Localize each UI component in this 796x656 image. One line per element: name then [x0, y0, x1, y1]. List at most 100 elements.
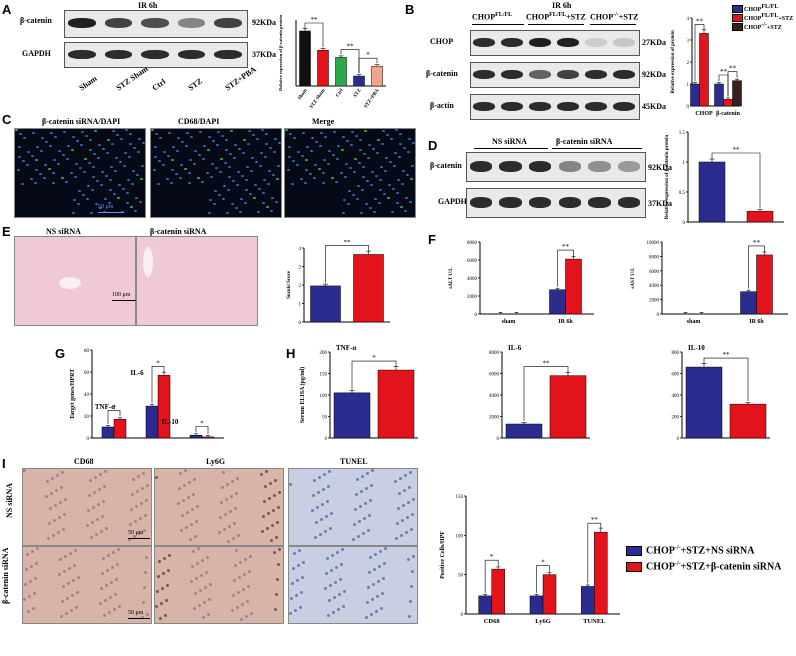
cell-dot — [71, 594, 74, 597]
cell-dot — [296, 579, 299, 582]
significance-label: * — [200, 419, 204, 427]
cell-dot — [65, 612, 68, 615]
cell-dot — [159, 617, 162, 620]
nucleus-dot — [22, 160, 25, 162]
nucleus-dot — [285, 129, 288, 131]
group-underline — [528, 24, 584, 25]
nucleus-dot — [265, 133, 268, 135]
y-tick-label: 2 — [299, 284, 302, 289]
nucleus-dot — [89, 139, 92, 141]
cell-dot — [293, 552, 296, 555]
legend-base: CHOP — [472, 12, 496, 22]
legend-sup: -/- — [674, 545, 681, 551]
cell-dot — [32, 607, 35, 610]
y-tick-label: 4 — [687, 17, 690, 22]
cell-dot — [164, 614, 167, 617]
nucleus-dot — [371, 171, 374, 173]
cell-dot — [161, 587, 164, 590]
cell-dot — [327, 614, 330, 617]
cell-dot — [230, 495, 233, 498]
nucleus-dot — [323, 159, 326, 161]
cell-dot — [403, 489, 406, 492]
vessel — [143, 247, 153, 277]
y-axis-label: Serum ELISA (pg/ml) — [299, 367, 306, 423]
legend-sup: -/- — [761, 22, 768, 28]
y-tick-label: 150 — [456, 495, 464, 500]
category-label: Sham — [298, 88, 310, 102]
category-label: sham — [687, 319, 701, 325]
nucleus-dot — [199, 131, 202, 133]
cell-dot — [112, 551, 115, 554]
cell-dot — [363, 517, 366, 520]
nucleus-dot — [176, 150, 179, 152]
fluorescence-image — [150, 128, 282, 218]
band-gapdh — [68, 49, 97, 59]
cell-dot — [70, 609, 73, 612]
nucleus-dot — [391, 211, 394, 213]
cell-dot — [278, 491, 281, 494]
band — [499, 160, 522, 172]
nucleus-dot — [65, 181, 68, 183]
y-axis-label: Positive Cells/HPF — [440, 531, 446, 579]
legend-sup: FL/FL — [761, 4, 779, 10]
row-label: β-catenin — [430, 161, 462, 170]
nucleus-dot — [185, 145, 188, 147]
nucleus-dot — [254, 184, 257, 186]
row-kda: 27KDa — [642, 38, 666, 47]
micro-label: β-catenin siRNA/DAPI — [42, 117, 121, 126]
nucleus-dot — [154, 146, 157, 148]
micro-label: NS siRNA — [46, 227, 81, 236]
nucleus-dot — [352, 194, 355, 196]
nucleus-dot — [186, 132, 189, 134]
cell-dot — [340, 563, 343, 566]
legend-suffix: +STZ+β-catenin siRNA — [680, 561, 782, 573]
bar — [729, 403, 767, 439]
cell-dot — [58, 573, 61, 576]
cell-dot — [321, 503, 324, 506]
cell-dot — [155, 476, 158, 479]
nucleus-dot — [134, 210, 137, 212]
cell-dot — [64, 498, 67, 501]
nucleus-dot — [359, 139, 362, 141]
nucleus-dot — [104, 198, 107, 200]
cell-dot — [294, 609, 297, 612]
nucleus-dot — [87, 185, 90, 187]
nucleus-dot — [99, 207, 102, 209]
band-beta-catenin — [177, 18, 206, 29]
cell-dot — [359, 505, 362, 508]
cell-dot — [235, 549, 238, 552]
nucleus-dot — [23, 137, 26, 139]
y-tick-label: 2000 — [467, 295, 478, 300]
band — [469, 196, 493, 208]
cell-dot — [383, 562, 386, 565]
cell-dot — [158, 560, 161, 563]
y-tick-label: 8000 — [467, 241, 478, 246]
significance-bracket — [351, 360, 397, 390]
cell-dot — [370, 613, 373, 616]
y-tick-label: 400 — [672, 394, 680, 399]
y-tick-label: 0 — [461, 613, 464, 618]
nucleus-dot — [132, 170, 135, 172]
nucleus-dot — [241, 175, 244, 177]
cell-dot — [61, 600, 64, 603]
nucleus-dot — [61, 177, 64, 179]
chart-h-il10: 0 200 400 600 800 IL-10 ** — [672, 344, 770, 442]
cell-dot — [103, 485, 106, 488]
cell-dot — [323, 473, 326, 476]
nucleus-dot — [74, 176, 77, 178]
cell-dot — [225, 498, 228, 501]
cell-dot — [242, 588, 245, 591]
cell-dot — [394, 480, 397, 483]
nucleus-dot — [355, 135, 358, 137]
band-beta-catenin — [141, 18, 169, 29]
bar — [145, 405, 159, 439]
cell-dot — [232, 594, 235, 597]
cell-dot — [48, 522, 51, 525]
cell-dot — [109, 596, 112, 599]
cell-dot — [356, 478, 359, 481]
cell-dot — [143, 529, 146, 532]
cell-dot — [192, 550, 195, 553]
nucleus-dot — [171, 159, 174, 161]
category-label: CHOP — [695, 111, 713, 117]
cell-dot — [240, 618, 243, 621]
